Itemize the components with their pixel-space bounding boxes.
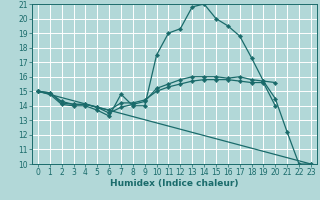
X-axis label: Humidex (Indice chaleur): Humidex (Indice chaleur) xyxy=(110,179,239,188)
